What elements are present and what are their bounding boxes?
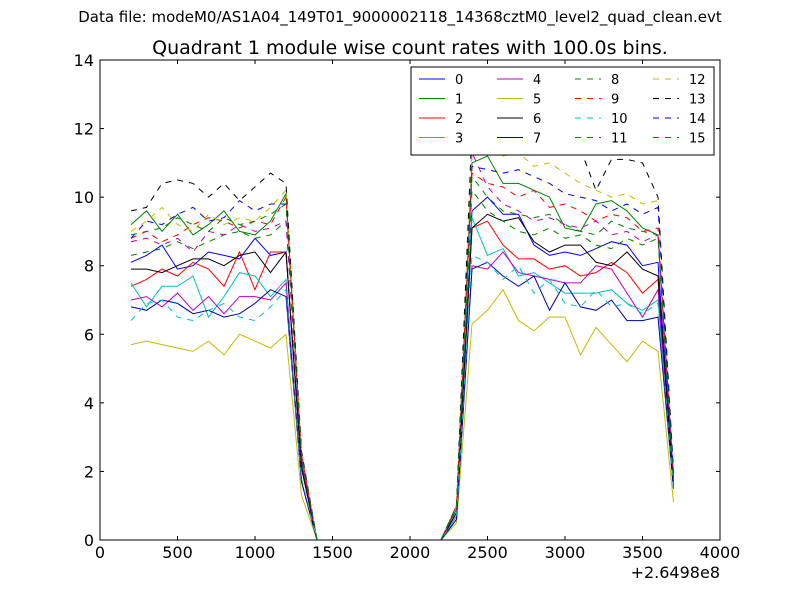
series-line-15	[130, 175, 674, 541]
legend-label-10: 10	[611, 112, 628, 127]
x-tick-label: 0	[95, 543, 105, 562]
legend-label-11: 11	[611, 132, 628, 147]
x-tick-label: 3000	[545, 543, 586, 562]
series-line-6	[131, 213, 674, 541]
figure-suptitle: Data file: modeM0/AS1A04_149T01_90000021…	[78, 8, 722, 26]
y-tick-label: 2	[84, 462, 94, 481]
series-line-3	[130, 217, 674, 541]
series-line-12	[130, 141, 674, 541]
x-tick-label: 1500	[312, 543, 353, 562]
chart-title: Quadrant 1 module wise count rates with …	[152, 37, 668, 59]
tick-layer: 0 500 1000 1500 2000 2500 3000 3500 400002468101…	[74, 51, 741, 562]
series-line-2	[130, 220, 674, 541]
series-layer	[130, 121, 674, 541]
x-tick-label: 500	[162, 543, 193, 562]
y-tick-label: 8	[84, 257, 94, 276]
x-tick-label: 3500	[622, 543, 663, 562]
series-line-0	[130, 196, 674, 541]
x-tick-label: 4000	[700, 543, 741, 562]
x-tick-label: 2000	[390, 543, 431, 562]
y-tick-label: 4	[84, 394, 94, 413]
legend-label-6: 6	[533, 112, 541, 127]
legend-label-2: 2	[455, 112, 463, 127]
legend-label-3: 3	[455, 132, 463, 147]
series-line-11	[130, 152, 674, 541]
y-tick-label: 12	[74, 120, 94, 139]
x-axis-offset-label: +2.6498e8	[631, 563, 720, 582]
series-line-10	[130, 254, 674, 541]
legend-label-14: 14	[689, 112, 706, 127]
legend-label-7: 7	[533, 132, 541, 147]
x-tick-label: 2500	[467, 543, 508, 562]
legend-label-0: 0	[455, 73, 463, 88]
y-tick-label: 6	[84, 325, 94, 344]
series-line-14	[130, 165, 674, 541]
series-line-5	[130, 288, 674, 541]
legend-label-13: 13	[689, 93, 706, 108]
legend-label-5: 5	[533, 93, 541, 108]
legend-label-8: 8	[611, 73, 619, 88]
series-line-4	[130, 251, 674, 541]
legend-box	[410, 66, 715, 156]
series-line-7	[130, 261, 674, 541]
legend-label-1: 1	[455, 93, 463, 108]
series-line-8	[130, 188, 674, 541]
legend-label-4: 4	[533, 73, 541, 88]
legend-label-12: 12	[689, 73, 706, 88]
legend-label-9: 9	[611, 93, 619, 108]
x-tick-label: 1000	[235, 543, 276, 562]
series-line-1	[130, 155, 674, 541]
legend-label-15: 15	[689, 132, 706, 147]
series-line-13	[130, 121, 674, 541]
y-tick-label: 10	[74, 188, 94, 207]
y-tick-label: 14	[74, 51, 94, 70]
y-tick-label: 0	[84, 531, 94, 550]
